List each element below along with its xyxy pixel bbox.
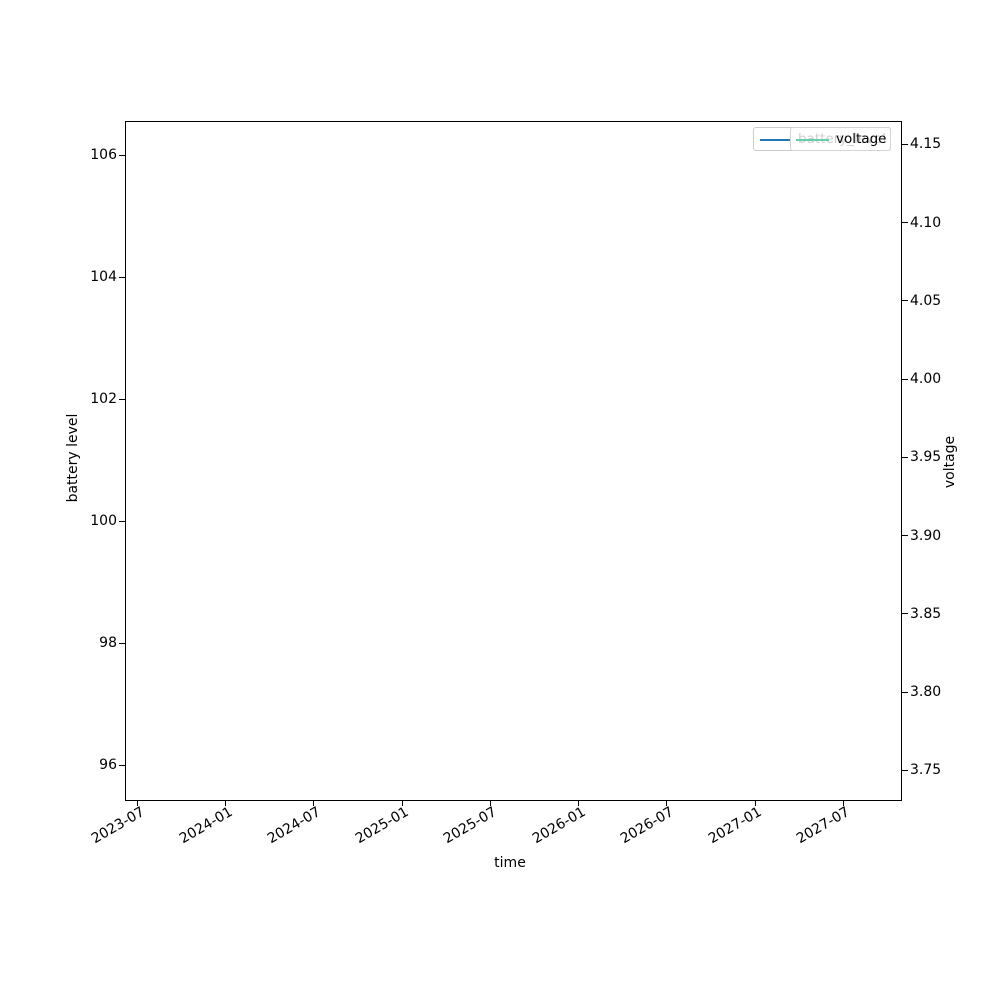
y-tick-right [902, 769, 908, 771]
x-tick [401, 801, 403, 806]
y-tick-label-right: 3.75 [910, 762, 942, 779]
x-tick-label: 2025-01 [353, 804, 412, 848]
y-tick-right [902, 222, 908, 224]
y-tick-label-right: 4.10 [910, 214, 942, 231]
x-tick-label: 2023-07 [88, 804, 147, 848]
plot-area [125, 121, 902, 801]
voltage-line-sample [796, 139, 829, 141]
x-tick-label: 2024-07 [264, 804, 324, 848]
y-tick-right [902, 691, 908, 693]
x-tick [578, 801, 580, 806]
y-tick-left [119, 764, 125, 766]
y-tick-left [119, 276, 125, 278]
y-tick-left [119, 520, 125, 522]
x-tick [842, 801, 844, 806]
x-tick-label: 2025-07 [441, 804, 500, 848]
y-tick-right [902, 535, 908, 537]
y-tick-left [119, 642, 125, 644]
y-tick-label-right: 3.90 [910, 527, 942, 544]
y-tick-label-left: 102 [90, 391, 117, 408]
x-tick [666, 801, 668, 806]
y-tick-label-right: 3.95 [910, 449, 942, 466]
legend-voltage: voltage [790, 127, 891, 151]
x-tick-label: 2026-01 [529, 804, 589, 848]
y-axis-label-left: battery level [65, 413, 81, 503]
x-tick-label: 2026-07 [617, 804, 677, 848]
x-tick [489, 801, 491, 806]
y-tick-label-right: 3.85 [910, 605, 942, 622]
y-tick-right [902, 143, 908, 145]
battery-level-line-sample [760, 139, 791, 141]
x-tick [225, 801, 227, 806]
x-axis-label: time [494, 855, 526, 871]
y-tick-label-right: 4.05 [910, 292, 942, 309]
legend-voltage-label: voltage [836, 131, 887, 147]
y-tick-label-right: 4.00 [910, 371, 942, 388]
y-tick-label-right: 4.15 [910, 136, 942, 153]
x-tick-label: 2024-01 [176, 804, 236, 848]
y-tick-label-left: 104 [90, 269, 117, 286]
y-tick-right [902, 300, 908, 302]
x-tick [754, 801, 756, 806]
y-tick-left [119, 398, 125, 400]
x-tick [313, 801, 315, 806]
y-tick-left [119, 154, 125, 156]
y-tick-right [902, 456, 908, 458]
x-tick [136, 801, 138, 806]
x-tick-label: 2027-01 [706, 804, 765, 848]
y-tick-label-left: 98 [99, 635, 117, 652]
y-tick-label-right: 3.80 [910, 684, 942, 701]
y-tick-label-left: 100 [90, 513, 117, 530]
y-tick-label-left: 96 [99, 757, 117, 774]
y-tick-label-left: 106 [90, 147, 117, 164]
x-tick-label: 2027-07 [794, 804, 853, 848]
y-tick-right [902, 613, 908, 615]
y-tick-right [902, 378, 908, 380]
